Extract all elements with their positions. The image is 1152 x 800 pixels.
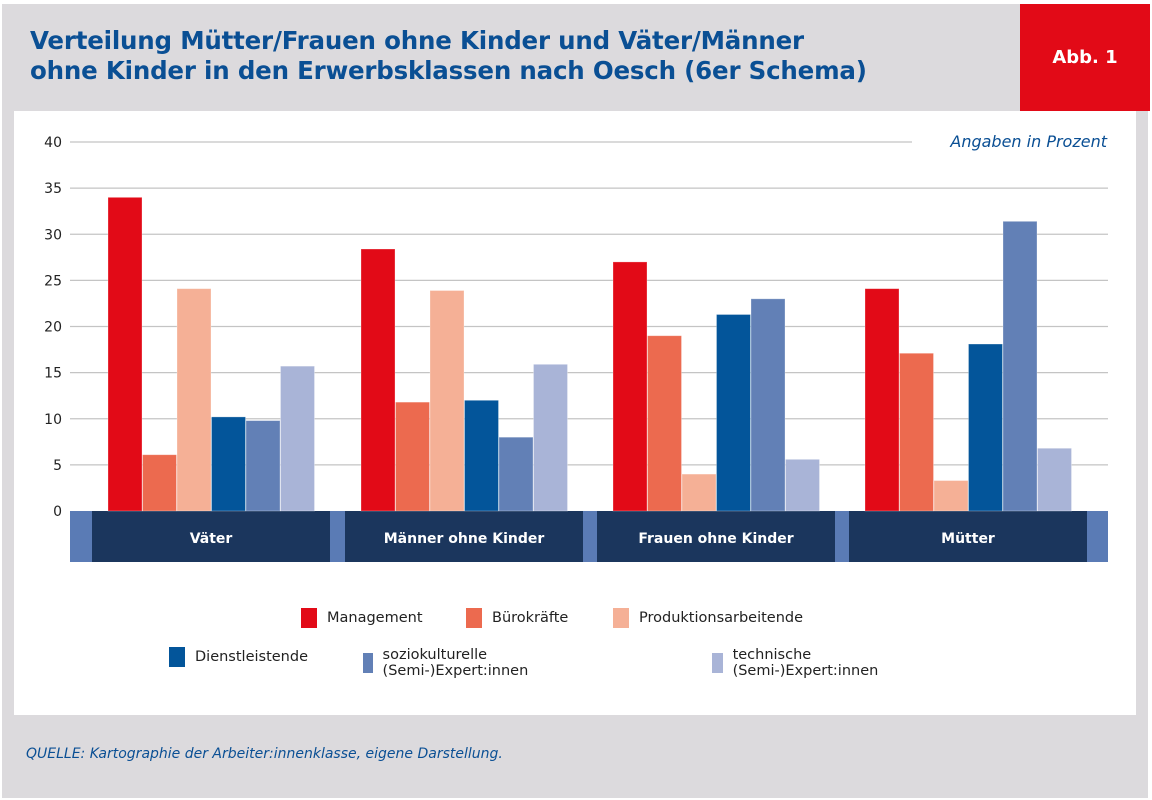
bar <box>107 196 143 512</box>
y-axis-ticks: 0 5 10 15 20 25 30 35 40 <box>44 135 62 520</box>
bar <box>429 290 465 512</box>
bar <box>360 248 396 512</box>
y-tick-label: 5 <box>53 458 62 474</box>
legend-label: Bürokräfte <box>492 610 569 626</box>
bar <box>142 454 177 512</box>
legend-label: Dienstleistende <box>195 649 308 665</box>
bar <box>1037 447 1072 512</box>
bar <box>211 416 246 512</box>
bar <box>968 343 1003 512</box>
category-label: Frauen ohne Kinder <box>638 531 793 547</box>
title-line-1: Verteilung Mütter/Frauen ohne Kinder und… <box>30 26 804 55</box>
bar <box>498 436 534 512</box>
legend-item: Management <box>301 608 423 628</box>
legend-item: Dienstleistende <box>169 647 308 667</box>
category-band <box>92 511 330 562</box>
bar <box>716 314 751 512</box>
category-label: Männer ohne Kinder <box>384 531 545 547</box>
legend-item: Bürokräfte <box>466 608 568 628</box>
category-band <box>849 511 1087 562</box>
y-tick-label: 40 <box>44 135 62 151</box>
bar <box>647 335 682 512</box>
category-band <box>597 511 835 562</box>
legend-label: soziokulturelle (Semi-)Expert:innen <box>382 647 529 679</box>
y-tick-label: 30 <box>44 227 62 243</box>
y-tick-label: 25 <box>44 273 62 289</box>
legend-swatch <box>712 653 723 673</box>
legend-item: soziokulturelle (Semi-)Expert:innen <box>363 647 535 679</box>
bar <box>395 401 430 512</box>
bar <box>1002 220 1038 512</box>
bar <box>750 298 786 512</box>
bar <box>176 288 212 512</box>
bar <box>612 261 648 512</box>
y-tick-label: 15 <box>44 366 62 382</box>
bar <box>280 365 315 512</box>
legend-swatch <box>169 647 185 667</box>
category-label: Väter <box>190 531 233 547</box>
y-tick-label: 0 <box>53 504 62 520</box>
bar <box>785 458 820 512</box>
title-line-2: ohne Kinder in den Erwerbsklassen nach O… <box>30 56 867 85</box>
bar <box>864 288 900 512</box>
bar <box>899 352 934 512</box>
unit-annotation: Angaben in Prozent <box>949 132 1107 151</box>
bars <box>107 196 1072 512</box>
chart-title: Verteilung Mütter/Frauen ohne Kinder und… <box>30 26 990 86</box>
legend-swatch <box>466 608 482 628</box>
legend-swatch <box>301 608 317 628</box>
bar <box>245 420 281 512</box>
legend-label: technische (Semi-)Expert:innen <box>732 647 879 679</box>
category-label: Mütter <box>941 531 995 547</box>
y-tick-label: 35 <box>44 181 62 197</box>
figure-badge: Abb. 1 <box>1020 4 1150 111</box>
gridlines <box>70 141 1108 466</box>
legend-swatch <box>363 653 373 673</box>
category-band <box>345 511 583 562</box>
legend-swatch <box>613 608 629 628</box>
legend-label: Produktionsarbeitende <box>639 610 804 626</box>
legend-item: Produktionsarbeitende <box>613 608 803 628</box>
y-tick-label: 10 <box>44 412 62 428</box>
bar <box>681 473 717 512</box>
source-note: QUELLE: Kartographie der Arbeiter:innenk… <box>26 746 503 762</box>
legend-item: technische (Semi-)Expert:innen <box>712 647 884 679</box>
legend-label: Management <box>327 610 423 626</box>
bar <box>933 480 969 512</box>
y-tick-label: 20 <box>44 320 62 336</box>
category-bands: Väter Männer ohne Kinder Frauen ohne Kinde… <box>70 511 1108 562</box>
bar <box>533 363 568 512</box>
bar <box>464 399 499 512</box>
